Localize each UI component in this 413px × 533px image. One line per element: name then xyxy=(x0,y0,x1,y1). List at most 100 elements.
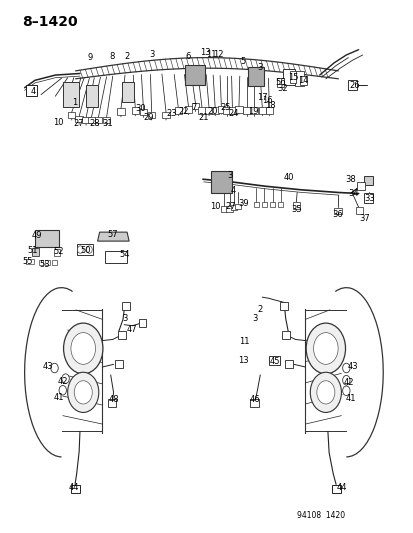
Bar xyxy=(268,356,279,366)
Bar xyxy=(250,107,257,114)
Bar xyxy=(280,302,287,310)
Circle shape xyxy=(306,323,345,374)
Bar xyxy=(278,202,283,207)
Text: 11: 11 xyxy=(205,51,216,60)
Text: 14: 14 xyxy=(297,76,308,85)
Text: 40: 40 xyxy=(283,173,294,182)
Text: 8–1420: 8–1420 xyxy=(23,15,78,29)
Text: 16: 16 xyxy=(262,96,272,106)
Bar xyxy=(347,80,356,90)
Text: 94108  1420: 94108 1420 xyxy=(297,511,344,520)
Text: 44: 44 xyxy=(336,483,347,492)
Text: 12: 12 xyxy=(213,50,223,59)
Text: 46: 46 xyxy=(249,395,260,404)
Bar xyxy=(75,116,83,122)
Text: 50: 50 xyxy=(81,246,91,255)
Bar xyxy=(38,260,43,265)
Bar xyxy=(147,111,155,118)
Bar xyxy=(68,112,75,118)
Text: 17: 17 xyxy=(256,93,267,102)
Text: 56: 56 xyxy=(275,78,285,87)
Text: 35: 35 xyxy=(290,205,301,214)
Circle shape xyxy=(59,385,66,395)
Text: 33: 33 xyxy=(364,195,375,203)
Text: 25: 25 xyxy=(220,103,230,112)
Circle shape xyxy=(74,381,92,404)
Bar xyxy=(26,85,37,96)
Text: 26: 26 xyxy=(349,80,359,90)
Bar xyxy=(117,108,124,115)
Bar xyxy=(45,260,50,265)
Text: 29: 29 xyxy=(143,113,153,122)
Circle shape xyxy=(309,372,341,413)
Text: 37: 37 xyxy=(358,214,369,223)
Bar xyxy=(363,176,372,184)
Text: 45: 45 xyxy=(269,357,279,366)
Text: 36: 36 xyxy=(332,210,343,219)
Bar xyxy=(162,111,169,118)
Bar xyxy=(211,107,218,114)
Bar xyxy=(282,69,294,85)
Text: 27: 27 xyxy=(225,202,235,211)
Text: 4: 4 xyxy=(230,186,236,195)
Text: 2: 2 xyxy=(124,52,129,61)
Bar xyxy=(114,360,123,368)
Text: 53: 53 xyxy=(40,261,50,269)
Text: 6: 6 xyxy=(185,52,190,61)
Bar xyxy=(77,244,93,255)
Text: 54: 54 xyxy=(119,251,129,260)
Polygon shape xyxy=(97,232,129,241)
Text: 22: 22 xyxy=(178,107,188,116)
Text: 43: 43 xyxy=(347,362,357,372)
Text: 3: 3 xyxy=(149,51,154,60)
Text: 21: 21 xyxy=(198,113,209,122)
Bar xyxy=(118,331,126,340)
Bar xyxy=(82,117,90,123)
Circle shape xyxy=(342,386,349,395)
Text: 24: 24 xyxy=(228,109,238,118)
Bar xyxy=(191,103,199,109)
Bar xyxy=(247,67,264,86)
Text: 52: 52 xyxy=(53,247,64,256)
Circle shape xyxy=(67,372,99,413)
Text: 13: 13 xyxy=(237,356,248,365)
Bar xyxy=(105,251,126,263)
Bar xyxy=(355,207,362,214)
Bar xyxy=(63,82,78,107)
Text: 11: 11 xyxy=(238,337,249,346)
Text: 51: 51 xyxy=(28,246,38,255)
Text: 5: 5 xyxy=(240,57,245,66)
Text: 2: 2 xyxy=(257,305,262,314)
Bar xyxy=(211,171,232,193)
Bar xyxy=(217,106,225,112)
Text: 3: 3 xyxy=(252,314,257,323)
Bar xyxy=(234,204,240,209)
Text: 15: 15 xyxy=(287,72,298,82)
Bar xyxy=(289,71,295,83)
Bar xyxy=(223,107,230,114)
Bar xyxy=(122,82,134,102)
Bar xyxy=(174,107,182,114)
Text: 3: 3 xyxy=(226,171,232,180)
Circle shape xyxy=(86,246,92,253)
Text: 9: 9 xyxy=(88,53,93,62)
Text: 3: 3 xyxy=(257,63,262,72)
Bar xyxy=(26,259,33,264)
Bar xyxy=(299,76,306,85)
Text: 7: 7 xyxy=(191,103,196,112)
Circle shape xyxy=(77,246,83,253)
Bar xyxy=(356,182,364,190)
Bar xyxy=(35,230,59,247)
Bar xyxy=(334,208,341,214)
Bar xyxy=(103,117,110,123)
Bar xyxy=(281,331,289,340)
Bar xyxy=(122,302,129,310)
Bar xyxy=(235,106,242,112)
Bar xyxy=(205,107,212,114)
Bar xyxy=(52,260,57,265)
Bar xyxy=(140,109,147,115)
Text: 48: 48 xyxy=(108,395,119,404)
Bar xyxy=(185,65,204,85)
Bar xyxy=(131,107,139,114)
Text: 3: 3 xyxy=(122,314,128,323)
